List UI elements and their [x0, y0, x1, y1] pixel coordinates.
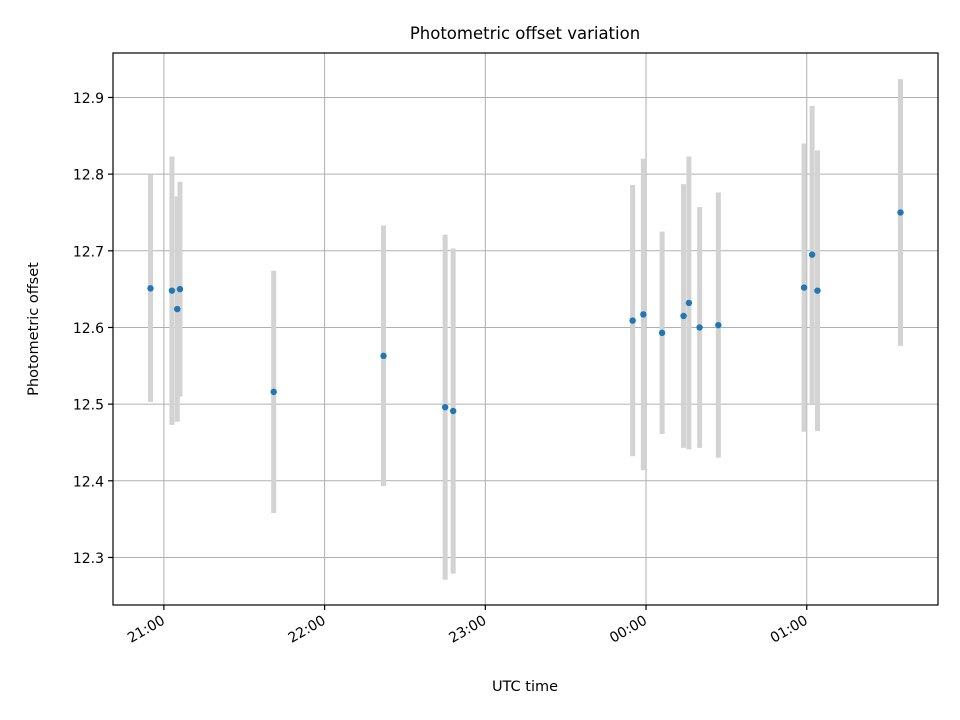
data-point — [270, 388, 277, 396]
data-points — [147, 209, 904, 415]
data-point — [629, 317, 636, 324]
chart-title: Photometric offset variation — [410, 24, 640, 43]
y-axis: 12.3 12.4 12.5 12.6 12.7 12.8 12.9 — [73, 91, 113, 567]
y-tick-label: 12.9 — [73, 91, 104, 107]
y-tick-label: 12.5 — [73, 398, 104, 414]
data-point — [176, 285, 184, 293]
data-point — [685, 299, 693, 307]
data-point — [441, 404, 449, 411]
y-tick-label: 12.6 — [73, 321, 104, 337]
plot-frame — [112, 52, 939, 606]
grid — [113, 53, 938, 605]
data-point — [808, 251, 816, 258]
data-point — [380, 352, 387, 360]
data-point — [640, 311, 647, 318]
data-point — [897, 209, 904, 216]
data-point — [174, 305, 181, 313]
x-axis-label: UTC time — [492, 679, 558, 695]
y-tick-label: 12.7 — [73, 244, 104, 260]
y-axis-label: Photometric offset — [26, 262, 42, 396]
y-tick-label: 12.8 — [73, 168, 104, 184]
y-tick-label: 12.4 — [73, 474, 104, 490]
data-point — [658, 329, 666, 337]
data-point — [696, 324, 703, 331]
y-tick-label: 12.3 — [73, 551, 104, 567]
data-point — [680, 312, 687, 320]
data-point — [814, 287, 821, 294]
data-point — [147, 285, 154, 292]
data-point — [715, 321, 722, 329]
data-point — [168, 287, 176, 294]
data-point — [449, 407, 457, 415]
data-point — [800, 284, 808, 291]
